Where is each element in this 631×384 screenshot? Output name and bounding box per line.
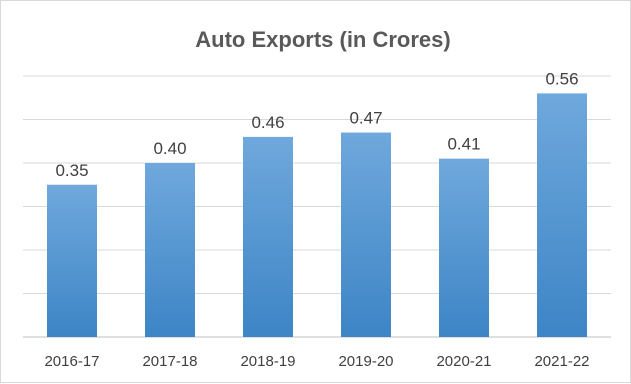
- x-tick-label: 2021-22: [534, 353, 589, 370]
- data-label: 0.41: [447, 135, 480, 154]
- x-tick-label: 2018-19: [240, 353, 295, 370]
- data-label: 0.56: [545, 69, 578, 88]
- x-tick-label: 2020-21: [436, 353, 491, 370]
- x-tick-label: 2019-20: [338, 353, 393, 370]
- data-label: 0.47: [349, 109, 382, 128]
- data-label: 0.46: [251, 113, 284, 132]
- bar-2018-19: [243, 136, 293, 337]
- bar-2020-21: [439, 158, 489, 337]
- bar-2021-22: [537, 93, 587, 338]
- chart-title: Auto Exports (in Crores): [195, 27, 450, 52]
- x-tick-label: 2016-17: [44, 353, 99, 370]
- gridlines: [23, 75, 611, 338]
- bar-2016-17: [47, 184, 97, 337]
- data-label: 0.35: [55, 161, 88, 180]
- x-tick-label: 2017-18: [142, 353, 197, 370]
- x-axis-ticks: 2016-17 2017-18 2018-19 2019-20 2020-21 2021-…: [44, 353, 589, 370]
- bars: [47, 93, 587, 338]
- data-label: 0.40: [153, 139, 186, 158]
- bar-2017-18: [145, 163, 195, 337]
- data-labels: 0.35 0.40 0.46 0.47 0.41 0.56: [55, 69, 578, 179]
- bar-2019-20: [341, 132, 391, 337]
